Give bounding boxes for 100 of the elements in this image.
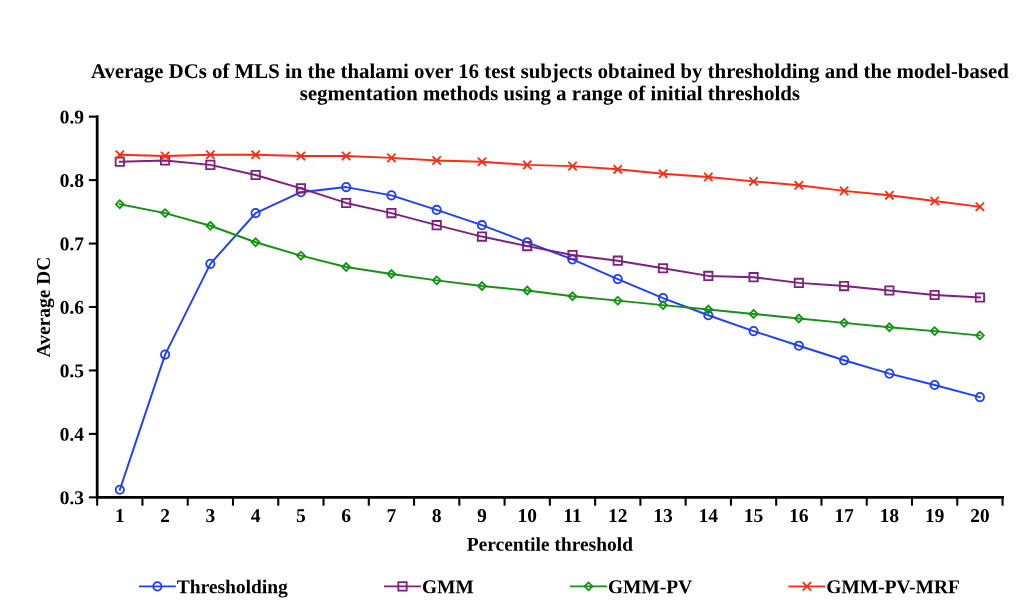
x-tick-label: 2	[161, 509, 170, 522]
y-axis-title: Average DC	[36, 258, 55, 358]
point	[794, 313, 804, 324]
point	[522, 285, 533, 296]
point	[884, 190, 895, 201]
point	[748, 272, 759, 283]
x-tick-label: 11	[564, 509, 581, 522]
point	[386, 208, 397, 219]
point	[974, 201, 985, 212]
point	[748, 176, 759, 187]
point	[703, 171, 714, 183]
point	[748, 326, 759, 337]
point	[431, 275, 442, 286]
x-tick-label: 5	[296, 509, 306, 523]
point	[114, 484, 125, 495]
point	[839, 318, 849, 328]
point	[612, 255, 623, 266]
point	[114, 199, 125, 210]
x-tick-label: 7	[387, 509, 396, 522]
point	[884, 368, 895, 379]
point	[884, 285, 895, 296]
x-tick-label: 19	[926, 509, 944, 523]
point	[386, 190, 397, 201]
x-tick-label: 8	[432, 509, 441, 523]
point	[250, 169, 261, 181]
point	[205, 159, 216, 170]
point	[839, 280, 850, 292]
y-tick-label: 0.6	[60, 300, 84, 315]
point	[612, 295, 623, 306]
point	[522, 159, 533, 170]
point	[975, 330, 985, 341]
point	[793, 277, 804, 288]
point	[160, 150, 171, 162]
point	[658, 300, 668, 310]
point	[114, 149, 125, 160]
legend-label: GMM-PV-MRF	[827, 580, 959, 594]
point	[884, 322, 895, 333]
point	[974, 292, 985, 303]
point	[657, 293, 669, 304]
point	[522, 241, 533, 252]
point	[612, 274, 623, 285]
point	[522, 237, 533, 248]
point	[567, 291, 578, 302]
point	[250, 149, 261, 160]
point	[295, 183, 306, 194]
point	[839, 185, 850, 196]
point	[748, 309, 759, 319]
point	[929, 326, 940, 336]
x-tick-label: 1	[116, 509, 124, 522]
point	[476, 220, 488, 231]
legend-label: GMM	[422, 580, 474, 594]
point	[160, 155, 171, 166]
point	[703, 304, 714, 315]
point	[793, 180, 804, 191]
x-tick-label: 6	[341, 509, 351, 523]
point	[250, 237, 261, 248]
x-tick-label: 17	[835, 509, 854, 522]
legend-label: GMM-PV	[608, 580, 692, 594]
point	[476, 156, 488, 167]
point	[929, 195, 940, 207]
point	[974, 392, 985, 403]
point	[341, 197, 352, 209]
point	[341, 182, 352, 193]
point	[657, 168, 669, 179]
x-tick-label: 9	[477, 509, 487, 523]
y-tick-label: 0.4	[60, 427, 84, 441]
y-tick-label: 0.9	[60, 110, 84, 124]
x-tick-label: 4	[251, 509, 261, 522]
x-axis-title: Percentile threshold	[467, 537, 633, 551]
point	[703, 270, 714, 281]
point	[567, 254, 578, 265]
point	[295, 150, 306, 162]
x-tick-label: 14	[700, 509, 718, 522]
point	[386, 269, 397, 279]
x-tick-label: 18	[881, 509, 899, 523]
point	[431, 204, 442, 215]
x-tick-label: 13	[654, 509, 673, 523]
x-tick-label: 16	[790, 509, 808, 523]
point	[114, 156, 125, 167]
chart-title: Average DCs of MLS in the thalami over 16 test subjects obtained by thresholding and the model-based segmentation methods using a range of initial thresholds	[91, 63, 1009, 105]
point	[929, 379, 940, 391]
x-tick-label: 3	[206, 509, 215, 523]
point	[793, 340, 804, 351]
point	[929, 289, 940, 301]
point	[250, 208, 261, 219]
y-tick-label: 0.3	[60, 491, 84, 505]
point	[612, 164, 623, 175]
point	[657, 263, 669, 274]
y-tick-label: 0.5	[60, 364, 84, 378]
x-tick-label: 15	[745, 509, 763, 523]
y-tick-label: 0.7	[60, 237, 84, 251]
point	[205, 258, 216, 269]
x-tick-label: 12	[609, 509, 627, 522]
point	[431, 155, 442, 166]
x-tick-label: 10	[519, 509, 537, 523]
point	[205, 149, 216, 160]
point	[567, 161, 578, 172]
point	[341, 150, 352, 162]
point	[341, 262, 351, 272]
point	[703, 310, 714, 321]
